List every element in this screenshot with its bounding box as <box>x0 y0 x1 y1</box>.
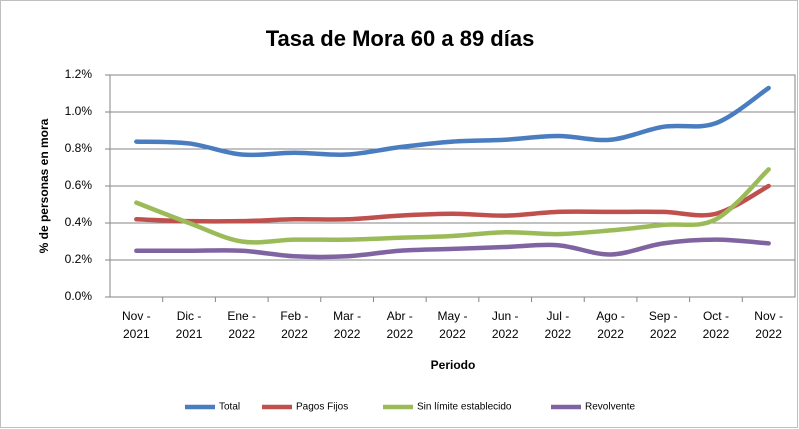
x-tick-label: Mar - 2022 <box>333 309 362 341</box>
y-axis-title: % de personas en mora <box>37 118 51 253</box>
x-tick-label: Nov - 2022 <box>754 309 783 341</box>
x-tick-label: Feb - 2022 <box>280 309 309 341</box>
y-tick-label: 0.2% <box>65 252 93 266</box>
legend-label: Pagos Fijos <box>296 402 348 413</box>
y-tick-label: 0.4% <box>65 215 93 229</box>
y-tick-label: 0.8% <box>65 141 93 155</box>
series-line <box>134 85 771 158</box>
x-tick-label: Jun - 2022 <box>491 309 519 341</box>
legend-label: Total <box>219 402 240 413</box>
x-tick-label: Oct - 2022 <box>702 309 730 341</box>
series-line <box>134 237 771 260</box>
chart-title: Tasa de Mora 60 a 89 días <box>266 26 535 51</box>
x-tick-label: Nov - 2021 <box>122 309 151 341</box>
x-tick-label: Ago - 2022 <box>596 309 625 341</box>
y-tick-label: 0.6% <box>65 178 93 192</box>
x-tick-label: May - 2022 <box>437 309 468 341</box>
y-tick-label: 1.2% <box>65 67 93 81</box>
legend-label: Revolvente <box>585 402 635 413</box>
x-tick-label: Dic - 2021 <box>175 309 203 341</box>
x-tick-label: Ene - 2022 <box>227 309 257 341</box>
x-tick-label: Sep - 2022 <box>648 309 678 341</box>
x-tick-label: Abr - 2022 <box>386 309 414 341</box>
series-line <box>134 183 771 224</box>
x-tick-label: Jul - 2022 <box>544 309 572 341</box>
y-tick-label: 0.0% <box>65 289 93 303</box>
series-line <box>134 167 771 245</box>
legend-label: Sin límite establecido <box>417 402 512 413</box>
x-axis-title: Periodo <box>431 358 476 372</box>
y-tick-label: 1.0% <box>65 104 93 118</box>
